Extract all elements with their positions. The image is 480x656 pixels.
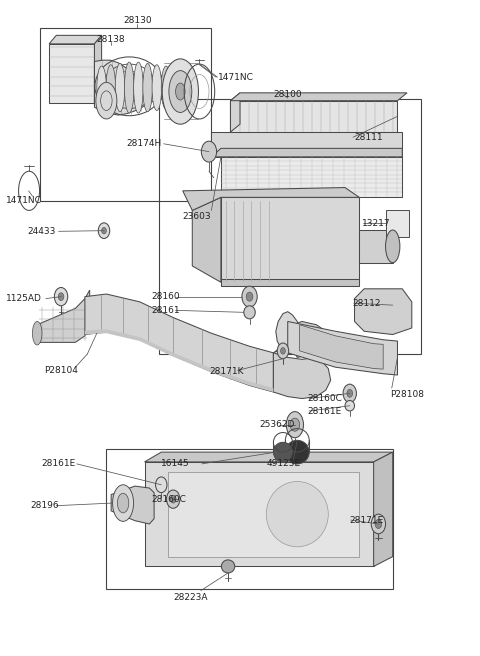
Polygon shape: [144, 462, 373, 566]
Text: 28100: 28100: [274, 90, 302, 98]
Text: 1471NC: 1471NC: [217, 73, 253, 81]
Ellipse shape: [161, 66, 171, 109]
Text: P28104: P28104: [44, 366, 78, 375]
Ellipse shape: [169, 71, 192, 112]
Text: 24433: 24433: [28, 227, 56, 236]
Ellipse shape: [375, 520, 382, 529]
Polygon shape: [274, 321, 331, 399]
Text: 25362D: 25362D: [259, 420, 294, 429]
Text: 28160: 28160: [152, 292, 180, 301]
Polygon shape: [221, 279, 360, 285]
Polygon shape: [274, 312, 300, 353]
Polygon shape: [230, 93, 407, 100]
Text: 28161E: 28161E: [41, 459, 75, 468]
Polygon shape: [288, 321, 397, 375]
Polygon shape: [168, 472, 360, 557]
Text: 28174H: 28174H: [126, 139, 161, 148]
Text: 23603: 23603: [183, 213, 211, 222]
Polygon shape: [230, 100, 397, 132]
Polygon shape: [192, 197, 221, 282]
Ellipse shape: [98, 223, 110, 239]
Ellipse shape: [124, 62, 134, 113]
Ellipse shape: [242, 286, 257, 307]
Polygon shape: [221, 197, 360, 282]
Polygon shape: [183, 188, 360, 211]
Ellipse shape: [221, 560, 235, 573]
Ellipse shape: [115, 64, 125, 112]
Text: 49123E: 49123E: [266, 459, 300, 468]
Polygon shape: [221, 157, 402, 197]
Ellipse shape: [281, 348, 285, 354]
Polygon shape: [211, 132, 402, 157]
Ellipse shape: [167, 490, 180, 508]
Polygon shape: [49, 44, 95, 102]
Text: 28171K: 28171K: [209, 367, 243, 377]
Ellipse shape: [97, 66, 107, 109]
Polygon shape: [85, 294, 274, 392]
Text: 28160C: 28160C: [152, 495, 187, 504]
Ellipse shape: [244, 306, 255, 319]
Text: 28196: 28196: [30, 501, 59, 510]
Ellipse shape: [33, 321, 42, 345]
Ellipse shape: [385, 230, 400, 262]
Ellipse shape: [113, 485, 133, 522]
Ellipse shape: [156, 477, 167, 493]
Text: 28130: 28130: [123, 16, 152, 26]
Text: 13217: 13217: [362, 219, 390, 228]
Polygon shape: [211, 148, 402, 157]
Ellipse shape: [347, 390, 353, 398]
Ellipse shape: [201, 141, 216, 162]
Ellipse shape: [371, 514, 385, 534]
Polygon shape: [385, 211, 409, 237]
Ellipse shape: [345, 401, 355, 411]
Text: 28160C: 28160C: [308, 394, 343, 403]
Text: 28161: 28161: [152, 306, 180, 315]
Polygon shape: [111, 486, 154, 524]
Polygon shape: [360, 230, 393, 262]
Ellipse shape: [58, 293, 64, 300]
Text: 1125AD: 1125AD: [6, 294, 42, 303]
Ellipse shape: [143, 64, 152, 112]
Ellipse shape: [274, 442, 292, 462]
Polygon shape: [49, 35, 102, 44]
Ellipse shape: [246, 292, 253, 301]
Polygon shape: [37, 290, 90, 342]
Ellipse shape: [170, 495, 176, 503]
Text: 28112: 28112: [352, 298, 381, 308]
Ellipse shape: [176, 83, 185, 100]
Ellipse shape: [286, 411, 303, 438]
Polygon shape: [85, 329, 274, 392]
Text: 28138: 28138: [97, 35, 125, 44]
Polygon shape: [373, 452, 393, 566]
Ellipse shape: [152, 65, 162, 110]
Ellipse shape: [343, 384, 357, 403]
Polygon shape: [300, 325, 383, 369]
Ellipse shape: [162, 59, 199, 124]
Polygon shape: [95, 35, 102, 102]
Text: 28161E: 28161E: [308, 407, 342, 416]
Text: 16145: 16145: [161, 459, 190, 468]
Ellipse shape: [102, 228, 107, 234]
Polygon shape: [230, 93, 240, 132]
Ellipse shape: [54, 287, 68, 306]
Text: 1471NC: 1471NC: [6, 196, 42, 205]
Ellipse shape: [96, 83, 117, 119]
Ellipse shape: [290, 418, 300, 431]
Text: 28111: 28111: [355, 133, 383, 142]
Ellipse shape: [106, 65, 116, 110]
Ellipse shape: [277, 343, 288, 359]
Text: P28108: P28108: [390, 390, 424, 399]
Text: 28223A: 28223A: [173, 592, 208, 602]
Polygon shape: [355, 289, 412, 335]
Polygon shape: [95, 60, 166, 115]
Polygon shape: [144, 452, 393, 462]
Ellipse shape: [133, 62, 143, 113]
Ellipse shape: [266, 482, 328, 547]
Ellipse shape: [285, 440, 309, 464]
Text: 28171E: 28171E: [350, 516, 384, 525]
Ellipse shape: [117, 493, 129, 513]
